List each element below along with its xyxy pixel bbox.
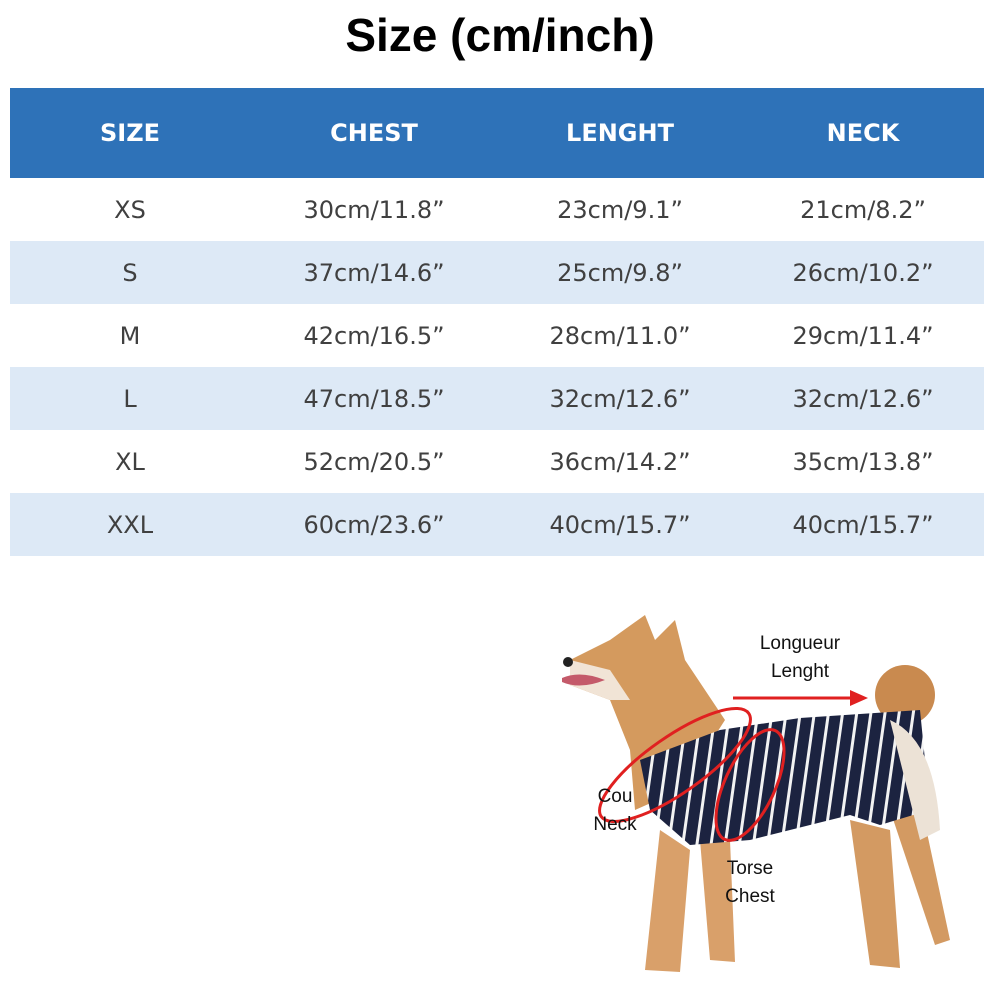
table-row: XS 30cm/11.8” 23cm/9.1” 21cm/8.2”	[10, 178, 984, 241]
chest-label-en: Chest	[725, 886, 775, 907]
cell-size: M	[119, 321, 141, 350]
cell-chest: 52cm/20.5”	[303, 447, 445, 476]
cell-neck: 40cm/15.7”	[792, 510, 934, 539]
cell-size: XS	[114, 195, 146, 224]
neck-label-fr: Cou	[597, 786, 633, 807]
table-row: S 37cm/14.6” 25cm/9.8” 26cm/10.2”	[10, 241, 984, 304]
chest-label: Torse Chest	[710, 855, 790, 911]
cell-chest: 37cm/14.6”	[303, 258, 445, 287]
cell-length: 32cm/12.6”	[549, 384, 691, 413]
cell-length: 40cm/15.7”	[549, 510, 691, 539]
header-neck: NECK	[826, 119, 900, 147]
arrow-head-icon	[850, 690, 868, 706]
cell-size: XXL	[106, 510, 154, 539]
cell-chest: 47cm/18.5”	[303, 384, 445, 413]
chest-label-fr: Torse	[726, 858, 774, 879]
header-size: SIZE	[99, 119, 160, 147]
dog-shirt	[640, 710, 930, 845]
neck-label: Cou Neck	[575, 783, 655, 839]
table-row: L 47cm/18.5” 32cm/12.6” 32cm/12.6”	[10, 367, 984, 430]
cell-neck: 21cm/8.2”	[800, 195, 926, 224]
dog-back-legs	[850, 800, 950, 968]
cell-chest: 60cm/23.6”	[303, 510, 445, 539]
cell-size: XL	[115, 447, 145, 476]
cell-size: S	[122, 258, 138, 287]
cell-length: 23cm/9.1”	[557, 195, 683, 224]
cell-neck: 26cm/10.2”	[792, 258, 934, 287]
dog-illustration	[562, 615, 950, 972]
table-row: XXL 60cm/23.6” 40cm/15.7” 40cm/15.7”	[10, 493, 984, 556]
size-table: SIZE CHEST LENGHT NECK XS 30cm/11.8” 23c…	[10, 88, 984, 556]
table-header: SIZE CHEST LENGHT NECK	[10, 88, 984, 178]
cell-neck: 29cm/11.4”	[792, 321, 934, 350]
length-label-fr: Longueur	[759, 633, 841, 654]
cell-chest: 42cm/16.5”	[303, 321, 445, 350]
dog-tongue	[562, 674, 605, 686]
table-row: XL 52cm/20.5” 36cm/14.2” 35cm/13.8”	[10, 430, 984, 493]
neck-marker	[598, 707, 752, 823]
cell-length: 28cm/11.0”	[549, 321, 691, 350]
dog-nose	[563, 657, 573, 667]
table-row: M 42cm/16.5” 28cm/11.0” 29cm/11.4”	[10, 304, 984, 367]
cell-length: 36cm/14.2”	[549, 447, 691, 476]
page-title: Size (cm/inch)	[345, 9, 655, 61]
cell-neck: 32cm/12.6”	[792, 384, 934, 413]
dog-front-legs	[645, 830, 735, 972]
cell-length: 25cm/9.8”	[557, 258, 683, 287]
cell-size: L	[123, 384, 137, 413]
chest-marker	[714, 728, 786, 842]
length-label: Longueur Lenght	[740, 630, 860, 686]
length-label-en: Lenght	[770, 661, 830, 682]
neck-label-en: Neck	[593, 814, 637, 835]
cell-neck: 35cm/13.8”	[792, 447, 934, 476]
header-length: LENGHT	[566, 119, 674, 147]
cell-chest: 30cm/11.8”	[303, 195, 445, 224]
header-chest: CHEST	[330, 119, 418, 147]
